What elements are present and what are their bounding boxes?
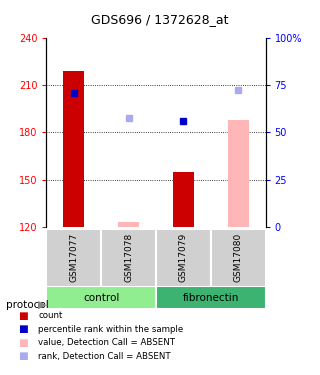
Bar (118, 222, 139, 227)
Text: rank, Detection Call = ABSENT: rank, Detection Call = ABSENT (38, 352, 171, 361)
Text: ■: ■ (18, 351, 27, 361)
Bar (156, 286, 266, 309)
Text: GSM17078: GSM17078 (124, 233, 133, 282)
Text: ▶: ▶ (38, 300, 46, 309)
Bar (46, 286, 156, 309)
Text: ■: ■ (18, 338, 27, 348)
Bar (156, 229, 211, 287)
Text: ■: ■ (18, 311, 27, 321)
Text: protocol: protocol (6, 300, 49, 309)
Text: percentile rank within the sample: percentile rank within the sample (38, 325, 184, 334)
Bar (211, 229, 266, 287)
Bar (63, 70, 84, 227)
Text: GSM17079: GSM17079 (179, 233, 188, 282)
Bar (101, 229, 156, 287)
Bar (46, 229, 101, 287)
Text: fibronectin: fibronectin (183, 293, 239, 303)
Bar (173, 172, 194, 227)
Text: value, Detection Call = ABSENT: value, Detection Call = ABSENT (38, 338, 175, 347)
Text: GDS696 / 1372628_at: GDS696 / 1372628_at (91, 13, 229, 26)
Bar (228, 120, 249, 227)
Text: GSM17080: GSM17080 (234, 233, 243, 282)
Text: count: count (38, 311, 63, 320)
Text: ■: ■ (18, 324, 27, 334)
Text: control: control (83, 293, 119, 303)
Text: GSM17077: GSM17077 (69, 233, 78, 282)
